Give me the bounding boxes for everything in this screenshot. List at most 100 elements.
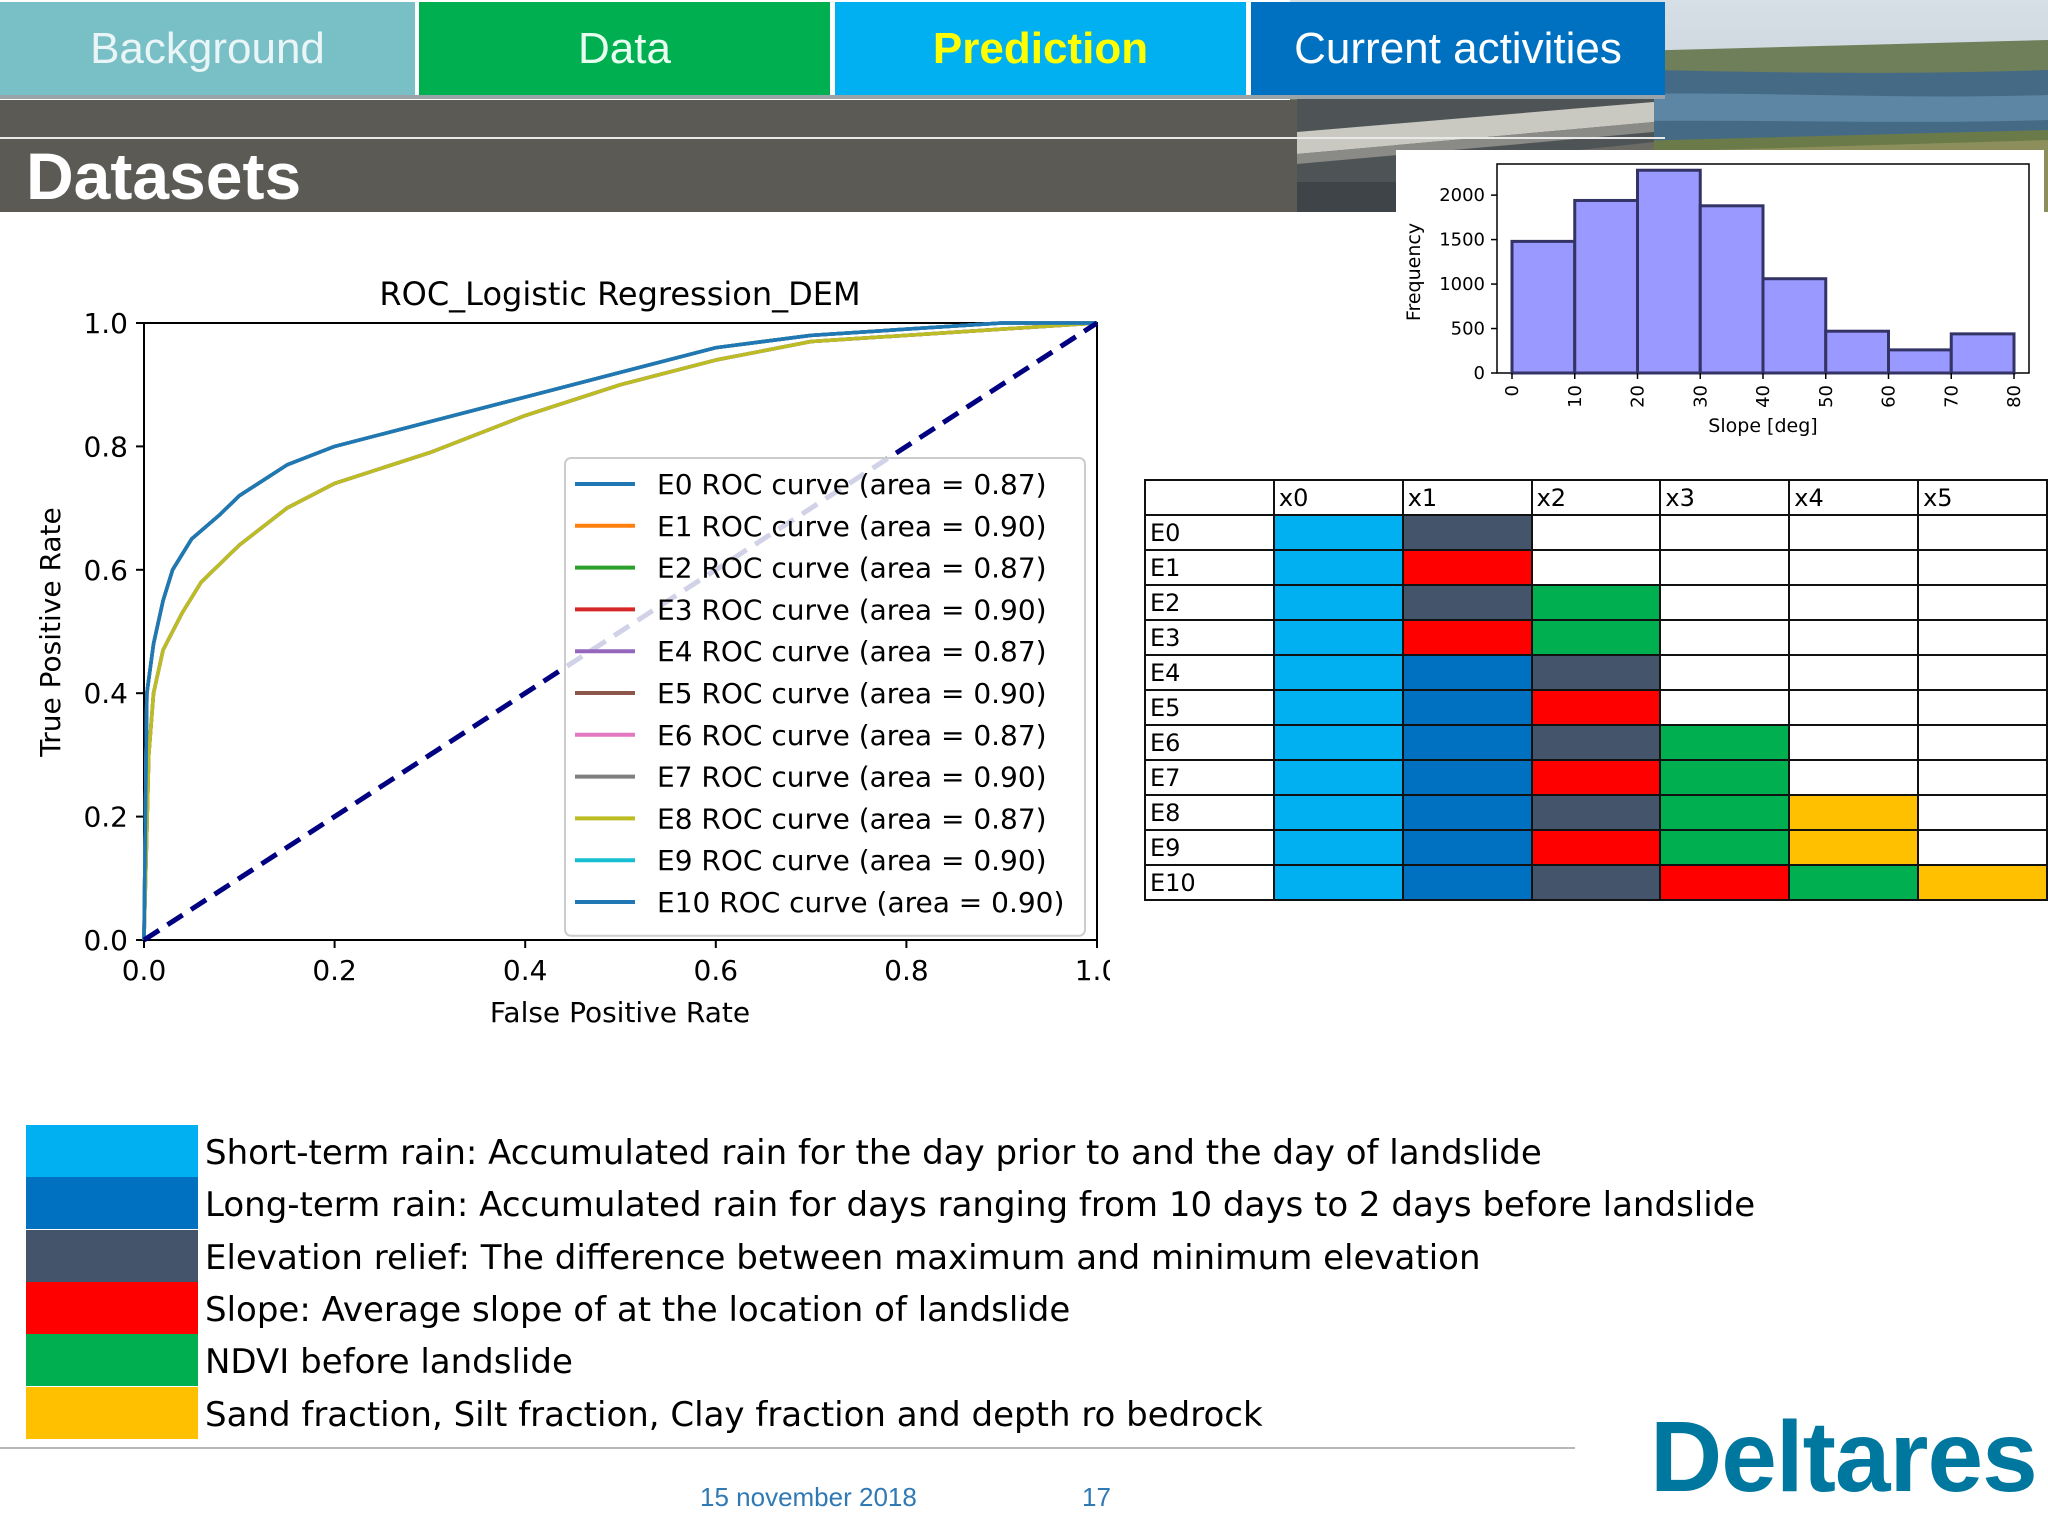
roc-xtick-label: 1.0 <box>1075 954 1110 987</box>
table-color-cell <box>1401 584 1533 621</box>
histogram-bar <box>1698 204 1765 375</box>
table-column-header: x5 <box>1917 479 2048 516</box>
table-color-cell <box>1272 584 1404 621</box>
roc-legend-entry: E9 ROC curve (area = 0.90) <box>657 844 1047 877</box>
table-color-cell <box>1659 584 1791 621</box>
table-corner-cell <box>1144 479 1275 516</box>
legend-swatch <box>26 1386 198 1439</box>
table-color-cell <box>1917 829 2048 866</box>
table-header-row: x0 x1 x2 x3 x4 x5 <box>1144 479 2048 516</box>
table-color-cell <box>1788 584 1920 621</box>
table-color-cell <box>1272 794 1404 831</box>
table-color-cell <box>1530 654 1662 691</box>
tab-current-activities[interactable]: Current activities <box>1251 2 1665 95</box>
table-color-cell <box>1917 514 2048 551</box>
histogram-bar <box>1824 329 1890 375</box>
table-color-cell <box>1917 759 2048 796</box>
table-color-cell <box>1272 829 1404 866</box>
table-color-cell <box>1272 514 1404 551</box>
histogram-xtick-label: 70 <box>1941 385 1962 408</box>
table-color-cell <box>1788 864 1920 901</box>
legend-item-text: NDVI before landslide <box>205 1342 573 1383</box>
table-row: E7 <box>1144 759 2048 796</box>
table-color-cell <box>1788 549 1920 586</box>
table-color-cell <box>1917 654 2048 691</box>
histogram-xtick-label: 0 <box>1502 385 1523 396</box>
table-row-label: E6 <box>1144 724 1275 761</box>
roc-xtick-label: 0.2 <box>312 954 357 987</box>
table-row-label: E3 <box>1144 619 1275 656</box>
table-color-cell <box>1917 724 2048 761</box>
histogram-xtick-label: 50 <box>1816 385 1837 408</box>
table-color-cell <box>1659 724 1791 761</box>
table-color-cell <box>1401 689 1533 726</box>
table-color-cell <box>1401 724 1533 761</box>
roc-ytick-label: 0.8 <box>83 430 128 463</box>
roc-chart: ROC_Logistic Regression_DEM 0.0 0.2 0.4 0.6… <box>34 275 1110 1029</box>
table-row-label: E2 <box>1144 584 1275 621</box>
histogram-bar <box>1510 239 1577 375</box>
table-row: E8 <box>1144 794 2048 831</box>
slope-histogram: 0 10 20 30 40 50 60 70 80 0 500 1000 1500 2000 Slope … <box>1403 163 2030 437</box>
roc-xtick-label: 0.6 <box>694 954 739 987</box>
tab-underline <box>0 95 1665 99</box>
table-column-header: x1 <box>1401 479 1533 516</box>
histogram-bar <box>1573 198 1639 375</box>
histogram-bar <box>1949 332 2016 375</box>
legend-item-text: Slope: Average slope of at the location … <box>205 1289 1071 1330</box>
table-color-cell <box>1272 864 1404 901</box>
table-color-cell <box>1272 724 1404 761</box>
table-color-cell <box>1788 619 1920 656</box>
tab-prediction[interactable]: Prediction <box>835 2 1246 95</box>
histogram-ytick-label: 500 <box>1451 319 1485 340</box>
legend-item-text: Sand fraction, Silt fraction, Clay fract… <box>205 1394 1263 1435</box>
table-color-cell <box>1788 724 1920 761</box>
table-color-cell <box>1401 864 1533 901</box>
roc-ytick-label: 0.0 <box>83 924 128 957</box>
tab-background[interactable]: Background <box>0 2 415 95</box>
table-color-cell <box>1530 689 1662 726</box>
table-color-cell <box>1659 794 1791 831</box>
histogram-ytick-label: 1000 <box>1439 274 1485 295</box>
legend-swatch <box>26 1177 198 1230</box>
table-color-cell <box>1788 654 1920 691</box>
table-color-cell <box>1659 689 1791 726</box>
roc-ytick-label: 0.2 <box>83 801 128 834</box>
table-color-cell <box>1917 689 2048 726</box>
table-color-cell <box>1401 794 1533 831</box>
roc-ytick-label: 0.6 <box>83 554 128 587</box>
histogram-xtick-label: 60 <box>1879 385 1900 408</box>
table-color-cell <box>1530 724 1662 761</box>
legend-swatch <box>26 1125 198 1177</box>
deltares-logo: Deltares <box>1650 1401 2038 1513</box>
roc-legend-entry: E4 ROC curve (area = 0.87) <box>657 635 1047 668</box>
roc-legend-entry: E5 ROC curve (area = 0.90) <box>657 677 1047 710</box>
table-row: E2 <box>1144 584 2048 621</box>
table-color-cell <box>1530 829 1662 866</box>
legend-item-text: Short-term rain: Accumulated rain for th… <box>205 1133 1542 1173</box>
roc-legend-entry: E7 ROC curve (area = 0.90) <box>657 761 1047 794</box>
roc-xtick-label: 0.8 <box>884 954 929 987</box>
footer-date: 15 november 2018 <box>700 1482 917 1512</box>
table-row: E5 <box>1144 689 2048 726</box>
histogram-xtick-label: 30 <box>1690 385 1711 408</box>
table-row-label: E1 <box>1144 549 1275 586</box>
table-color-cell <box>1272 549 1404 586</box>
histogram-xlabel: Slope [deg] <box>1708 415 1817 437</box>
histogram-xtick-label: 80 <box>2004 385 2025 408</box>
histogram-ytick-label: 1500 <box>1439 230 1485 251</box>
feature-combination-table: x0 x1 x2 x3 x4 x5 E0 E1 E2 E3 E4 E5 E6 E7 E8 E9 E10 <box>1144 479 2048 901</box>
table-row: E3 <box>1144 619 2048 656</box>
table-color-cell <box>1917 794 2048 831</box>
table-row: E6 <box>1144 724 2048 761</box>
table-color-cell <box>1659 829 1791 866</box>
table-color-cell <box>1788 759 1920 796</box>
table-color-cell <box>1530 794 1662 831</box>
table-column-header: x0 <box>1272 479 1404 516</box>
table-row-label: E9 <box>1144 829 1275 866</box>
title-band-divider <box>0 137 1665 139</box>
table-color-cell <box>1659 654 1791 691</box>
table-color-cell <box>1659 514 1791 551</box>
tab-data[interactable]: Data <box>419 2 830 95</box>
table-color-cell <box>1659 549 1791 586</box>
